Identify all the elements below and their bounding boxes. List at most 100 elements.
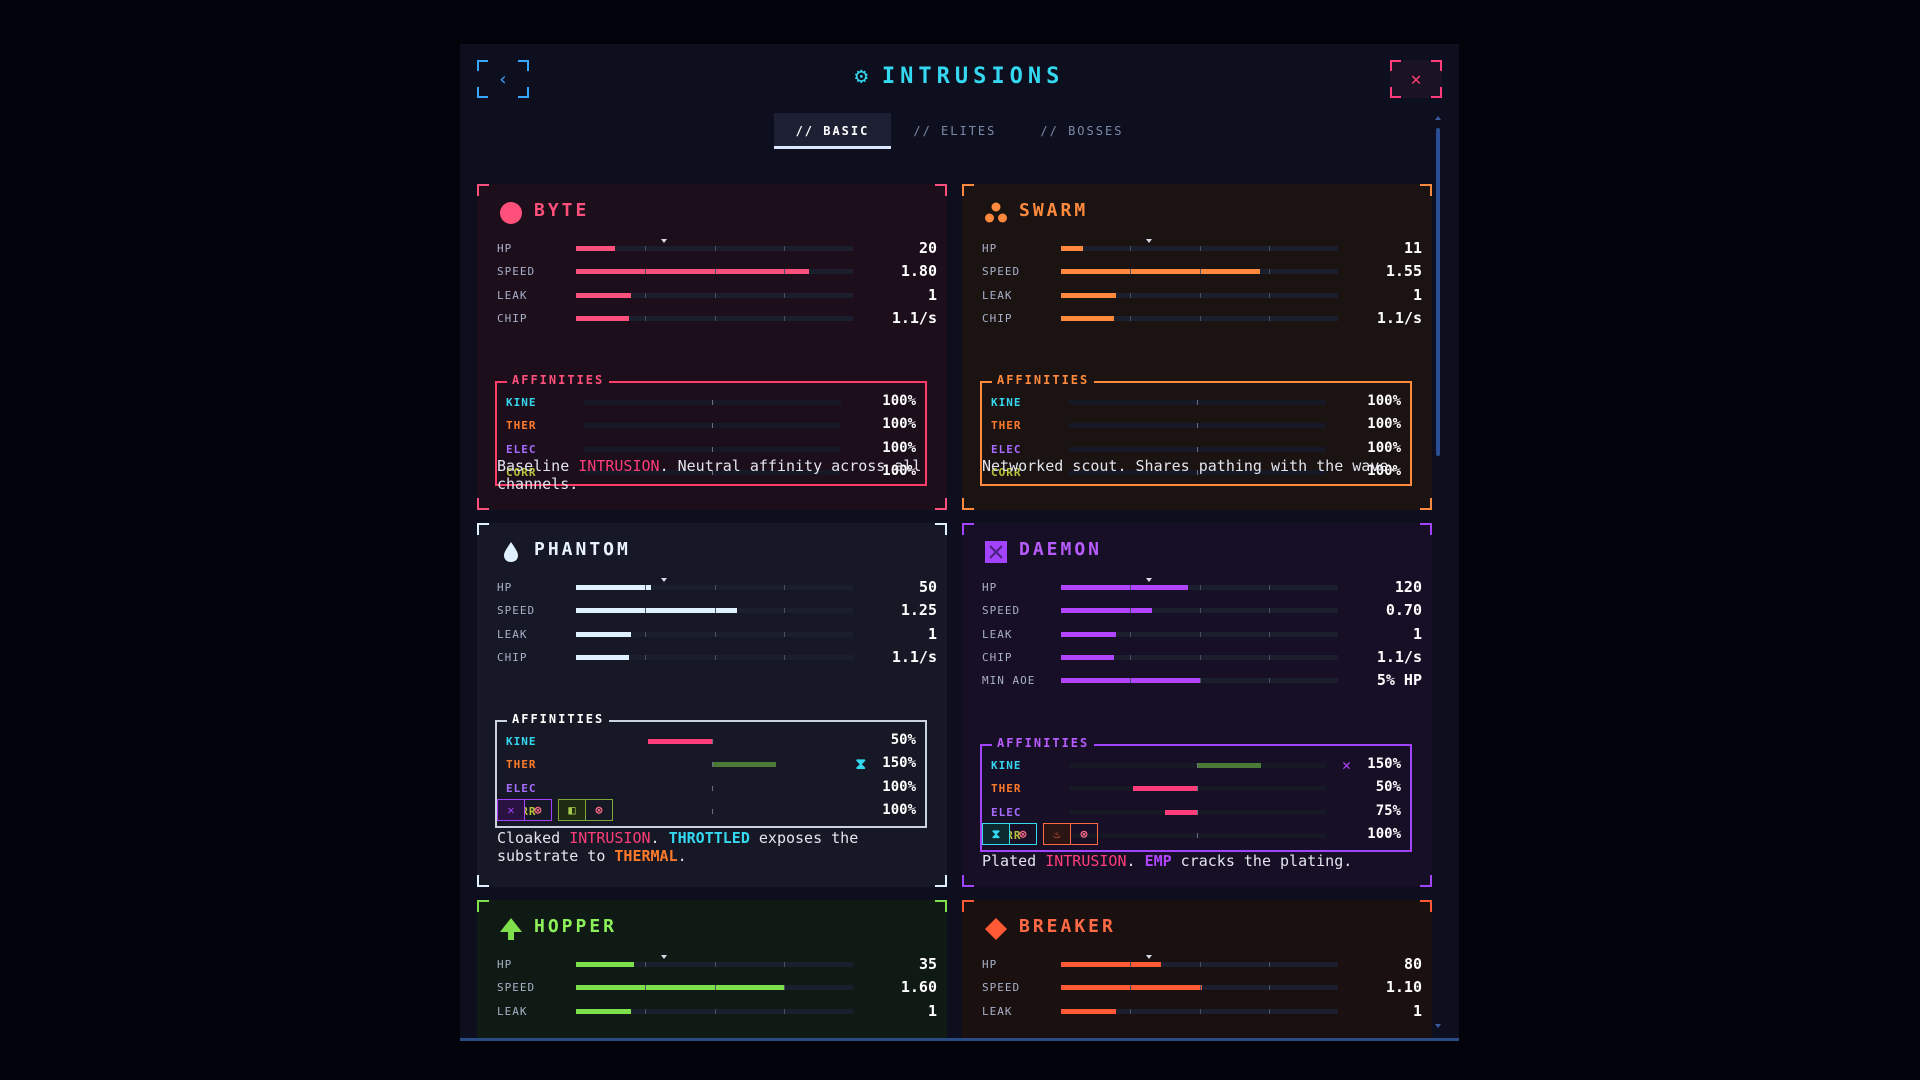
stat-value: 1.1/s bbox=[891, 308, 937, 327]
affinities-box: AFFINITIES KINE✕150%THER50%ELEC75%CORR10… bbox=[980, 736, 1412, 852]
affinity-label: ELEC bbox=[991, 442, 1022, 456]
stat-tick bbox=[1268, 654, 1270, 660]
stat-bar-fill bbox=[1061, 315, 1114, 321]
stat-bar bbox=[576, 578, 853, 590]
affinity-center-tick bbox=[1197, 809, 1198, 815]
stat-bar bbox=[576, 955, 853, 967]
affinity-center-tick bbox=[712, 808, 713, 814]
status-tag[interactable]: ⧗ ⊗ bbox=[982, 823, 1037, 845]
affinity-bar-fill bbox=[1165, 809, 1197, 815]
affinity-value: 50% bbox=[890, 732, 916, 748]
card-description: Cloaked INTRUSION. THROTTLED exposes the… bbox=[497, 829, 937, 865]
tab-elites[interactable]: // ELITES bbox=[913, 124, 997, 138]
stat-tick bbox=[783, 985, 785, 991]
stat-tick bbox=[1268, 631, 1270, 637]
stat-label: LEAK bbox=[982, 288, 1013, 302]
scroll-up-arrow-icon[interactable] bbox=[1435, 116, 1441, 120]
stat-tick bbox=[1199, 246, 1201, 251]
stat-bar-fill bbox=[1061, 269, 1261, 275]
affinity-bar-fill bbox=[1133, 786, 1197, 792]
stat-row-leak: LEAK 1 bbox=[497, 1001, 937, 1021]
stat-bar-fill bbox=[576, 654, 629, 660]
stat-tick bbox=[783, 654, 785, 660]
stat-bar bbox=[576, 1008, 853, 1014]
stat-bar bbox=[1061, 608, 1338, 614]
stat-marker-icon bbox=[1146, 239, 1152, 243]
stat-label: SPEED bbox=[497, 604, 536, 618]
affinity-row-ther: THER ⧗ 150% bbox=[506, 754, 916, 774]
stat-tick bbox=[714, 962, 716, 967]
scroll-down-arrow-icon[interactable] bbox=[1435, 1024, 1441, 1028]
stat-tick bbox=[714, 631, 716, 637]
affinity-label: CORR bbox=[506, 465, 537, 479]
stat-marker-icon bbox=[661, 578, 667, 582]
stat-tick bbox=[714, 654, 716, 660]
stat-value: 20 bbox=[918, 239, 937, 257]
stat-tick bbox=[714, 985, 716, 991]
status-tag[interactable]: ♨ ⊗ bbox=[1043, 823, 1098, 845]
affinity-center-tick bbox=[1197, 469, 1198, 475]
back-button[interactable]: ‹ bbox=[477, 60, 529, 98]
affinity-value: 100% bbox=[882, 462, 916, 479]
stat-tick bbox=[1199, 315, 1201, 321]
stat-tick bbox=[1199, 1008, 1201, 1014]
status-tag[interactable]: ◧ ⊗ bbox=[558, 799, 613, 821]
affinity-label: THER bbox=[991, 419, 1022, 433]
scrollbar[interactable] bbox=[1436, 122, 1440, 1024]
stat-tick bbox=[1130, 654, 1132, 660]
stat-tick bbox=[714, 269, 716, 275]
affinity-bar bbox=[584, 762, 841, 768]
bug-icon: ⚙ bbox=[854, 64, 868, 89]
affinity-label: ELEC bbox=[506, 442, 537, 456]
stat-label: SPEED bbox=[982, 265, 1021, 279]
affinity-center-tick bbox=[712, 400, 713, 405]
stat-label: LEAK bbox=[982, 1004, 1013, 1018]
stat-value: 1.1/s bbox=[1376, 647, 1422, 666]
stat-tick bbox=[1268, 1008, 1270, 1014]
affinities-box: AFFINITIES KINE 100% THER 100% ELEC 100% CORR 1… bbox=[980, 373, 1412, 486]
affinity-row-ther: THER 100% bbox=[506, 415, 916, 435]
desc-keyword-emp: EMP bbox=[1144, 852, 1172, 870]
stat-label: MIN AOE bbox=[982, 674, 1036, 688]
card-byte[interactable]: BYTE HP 20 SPEED 1.80 LEAK 1 CHIP 1.1/s AFFINIT… bbox=[477, 184, 947, 510]
card-swarm[interactable]: SWARM HP 11 SPEED 1.55 LEAK 1 CHIP 1.1/s AFFINI… bbox=[962, 184, 1432, 510]
stat-tick bbox=[645, 585, 647, 590]
tab-bosses[interactable]: // BOSSES bbox=[1040, 124, 1124, 138]
affinity-value: 100% bbox=[882, 439, 916, 456]
tab-basic[interactable]: // BASIC bbox=[773, 113, 892, 149]
card-name: HOPPER bbox=[534, 916, 618, 937]
stat-row-speed: SPEED 0.70 bbox=[982, 600, 1422, 620]
chevron-left-icon: ‹ bbox=[497, 68, 509, 90]
diamond-icon bbox=[985, 918, 1007, 940]
stat-row-chip: CHIP 1.1/s bbox=[497, 308, 937, 328]
affinity-value: 150% bbox=[1367, 756, 1401, 772]
stat-value: 80 bbox=[1403, 955, 1422, 973]
stat-tick bbox=[1268, 985, 1270, 991]
stat-value: 1 bbox=[927, 285, 937, 304]
status-tag[interactable]: ✕ ⊗ bbox=[497, 799, 552, 821]
close-button[interactable]: ✕ bbox=[1390, 60, 1442, 98]
stat-tick bbox=[1130, 608, 1132, 614]
stat-bar-fill bbox=[1061, 292, 1117, 298]
affinity-value: 100% bbox=[1367, 825, 1401, 842]
affinity-value: 100% bbox=[882, 416, 916, 433]
affinity-bar bbox=[584, 400, 841, 405]
affinity-bar bbox=[584, 808, 841, 814]
card-hopper[interactable]: HOPPER HP 35 SPEED 1.60 LEAK 1 bbox=[477, 900, 947, 1038]
stat-tick bbox=[1268, 246, 1270, 251]
stat-tick bbox=[1199, 585, 1201, 590]
affinity-label: THER bbox=[991, 782, 1022, 796]
affinity-label: THER bbox=[506, 419, 537, 433]
card-phantom[interactable]: PHANTOM HP 50 SPEED 1.25 LEAK 1 CHIP 1.1/s AFFI… bbox=[477, 523, 947, 887]
scrollbar-thumb[interactable] bbox=[1436, 128, 1440, 456]
stat-tick bbox=[1199, 678, 1201, 684]
affinity-center-tick bbox=[1197, 423, 1198, 429]
card-breaker[interactable]: BREAKER HP 80 SPEED 1.10 LEAK 1 bbox=[962, 900, 1432, 1038]
stat-value: 1.80 bbox=[900, 262, 937, 281]
stat-value: 50 bbox=[918, 578, 937, 596]
stat-row-speed: SPEED 1.10 bbox=[982, 977, 1422, 997]
stat-tick bbox=[714, 608, 716, 614]
stat-tick bbox=[645, 631, 647, 637]
affinity-value: 75% bbox=[1375, 802, 1401, 819]
card-daemon[interactable]: DAEMON HP 120 SPEED 0.70 LEAK 1 CHIP 1.1/s MIN A… bbox=[962, 523, 1432, 887]
